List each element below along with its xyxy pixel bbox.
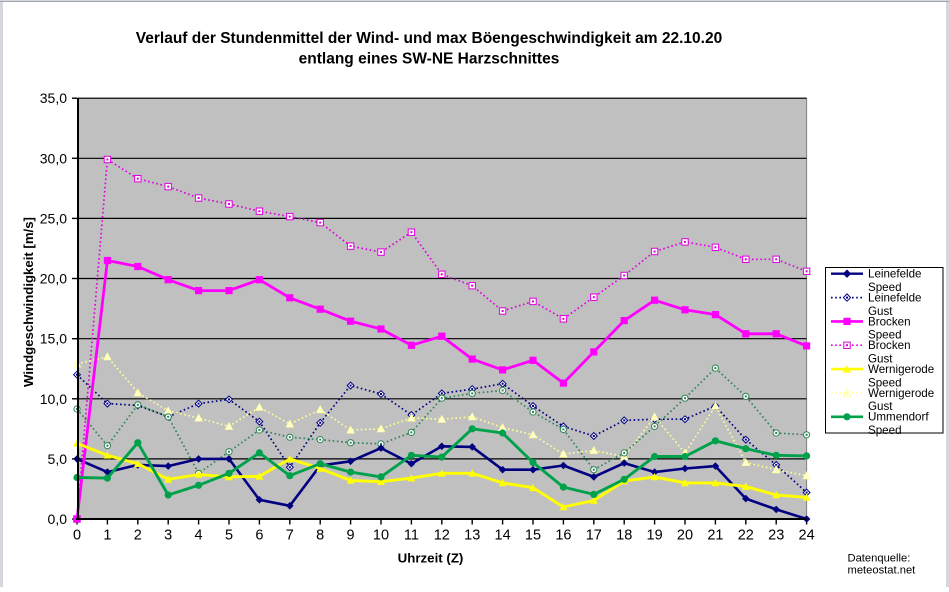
svg-text:24: 24 — [799, 528, 815, 544]
svg-text:Speed: Speed — [868, 281, 902, 294]
svg-text:7: 7 — [286, 528, 294, 544]
svg-text:35,0: 35,0 — [40, 90, 67, 106]
svg-text:12: 12 — [434, 528, 450, 544]
svg-text:13: 13 — [464, 528, 480, 544]
svg-text:8: 8 — [316, 528, 324, 544]
svg-text:3: 3 — [164, 528, 172, 544]
svg-text:22: 22 — [738, 528, 754, 544]
svg-text:1: 1 — [103, 528, 111, 544]
svg-text:15: 15 — [525, 528, 541, 544]
svg-text:0,0: 0,0 — [48, 511, 68, 527]
svg-text:6: 6 — [255, 528, 263, 544]
svg-text:Windgeschwindigkeit [m/s]: Windgeschwindigkeit [m/s] — [21, 217, 36, 387]
svg-text:Ummendorf: Ummendorf — [868, 411, 929, 424]
svg-text:11: 11 — [404, 528, 419, 544]
svg-text:Brocken: Brocken — [868, 315, 911, 328]
svg-text:Gust: Gust — [868, 305, 893, 318]
svg-text:Speed: Speed — [868, 376, 902, 389]
svg-text:Verlauf der Stundenmittel der: Verlauf der Stundenmittel der Wind- und … — [136, 30, 722, 47]
svg-text:Speed: Speed — [868, 329, 902, 342]
svg-text:Wernigerode: Wernigerode — [868, 387, 934, 400]
svg-text:Uhrzeit (Z): Uhrzeit (Z) — [398, 551, 464, 566]
svg-text:5,0: 5,0 — [48, 451, 68, 467]
svg-text:4: 4 — [195, 528, 203, 544]
svg-text:2: 2 — [134, 528, 142, 544]
svg-text:Gust: Gust — [868, 400, 893, 413]
svg-text:20: 20 — [677, 528, 693, 544]
svg-text:10: 10 — [373, 528, 389, 544]
svg-text:20,0: 20,0 — [40, 271, 67, 287]
svg-text:meteostat.net: meteostat.net — [848, 564, 917, 576]
svg-text:0: 0 — [73, 528, 81, 544]
svg-text:5: 5 — [225, 528, 233, 544]
svg-text:10,0: 10,0 — [40, 391, 67, 407]
svg-text:19: 19 — [647, 528, 663, 544]
svg-text:Gust: Gust — [868, 353, 893, 366]
svg-text:21: 21 — [707, 528, 723, 544]
svg-text:entlang eines SW-NE Harzschnit: entlang eines SW-NE Harzschnittes — [299, 50, 560, 67]
svg-text:Speed: Speed — [868, 424, 902, 437]
svg-text:16: 16 — [555, 528, 571, 544]
svg-text:Wernigerode: Wernigerode — [868, 363, 934, 376]
svg-text:30,0: 30,0 — [40, 150, 67, 166]
svg-text:15,0: 15,0 — [40, 331, 67, 347]
svg-text:25,0: 25,0 — [40, 210, 67, 226]
svg-text:17: 17 — [586, 528, 602, 544]
svg-text:Leinefelde: Leinefelde — [868, 268, 922, 281]
svg-text:23: 23 — [768, 528, 784, 544]
svg-text:Brocken: Brocken — [868, 339, 911, 352]
svg-text:14: 14 — [495, 528, 511, 544]
svg-text:Leinefelde: Leinefelde — [868, 291, 922, 304]
svg-text:Datenquelle:: Datenquelle: — [848, 553, 911, 565]
svg-text:9: 9 — [347, 528, 355, 544]
svg-text:18: 18 — [616, 528, 632, 544]
